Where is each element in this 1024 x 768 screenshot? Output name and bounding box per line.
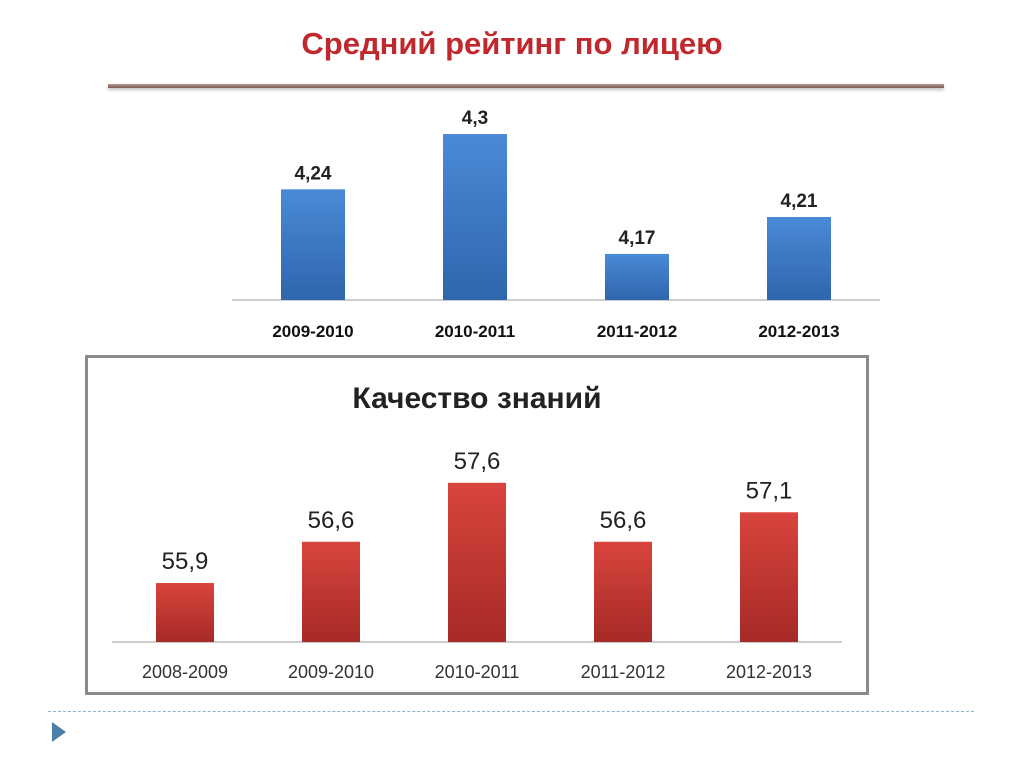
data-label: 56,6 xyxy=(600,507,647,534)
bar-2009-2010 xyxy=(281,189,345,300)
data-label: 4,17 xyxy=(619,228,656,249)
bar-2012-2013 xyxy=(740,512,798,642)
x-tick-label: 2010-2011 xyxy=(435,322,515,341)
data-label: 4,3 xyxy=(462,108,488,129)
slide-title: Средний рейтинг по лицею xyxy=(301,26,723,61)
bar-2008-2009 xyxy=(156,583,214,642)
x-tick-label: 2010-2011 xyxy=(435,662,520,682)
bar-2010-2011 xyxy=(443,134,507,300)
x-tick-label: 2011-2012 xyxy=(597,322,677,341)
x-tick-label: 2011-2012 xyxy=(581,662,666,682)
x-tick-label: 2009-2010 xyxy=(272,322,353,341)
x-tick-label: 2009-2010 xyxy=(288,662,374,682)
data-label: 4,24 xyxy=(295,163,332,184)
chart-title: Качество знаний xyxy=(352,382,601,415)
data-label: 4,21 xyxy=(781,191,818,212)
footer-divider xyxy=(48,711,974,712)
play-triangle-icon[interactable] xyxy=(52,722,66,742)
title-divider xyxy=(108,84,944,88)
rating-chart: 4,24 2009-2010 4,3 2010-2011 4,17 2011-2012 4,… xyxy=(232,108,880,341)
data-label: 57,6 xyxy=(454,448,501,475)
x-tick-label: 2008-2009 xyxy=(142,662,228,682)
bar-2012-2013 xyxy=(767,217,831,300)
bar-2009-2010 xyxy=(302,541,360,642)
bar-2011-2012 xyxy=(594,541,652,642)
bar-2011-2012 xyxy=(605,253,669,300)
bar-2010-2011 xyxy=(448,482,506,642)
x-tick-label: 2012-2013 xyxy=(758,322,839,341)
data-label: 56,6 xyxy=(308,507,355,534)
data-label: 57,1 xyxy=(746,477,793,504)
quality-chart: Качество знаний 55,9 2008-2009 56,6 2009-201… xyxy=(112,382,842,682)
x-tick-label: 2012-2013 xyxy=(726,662,812,682)
data-label: 55,9 xyxy=(162,548,209,575)
